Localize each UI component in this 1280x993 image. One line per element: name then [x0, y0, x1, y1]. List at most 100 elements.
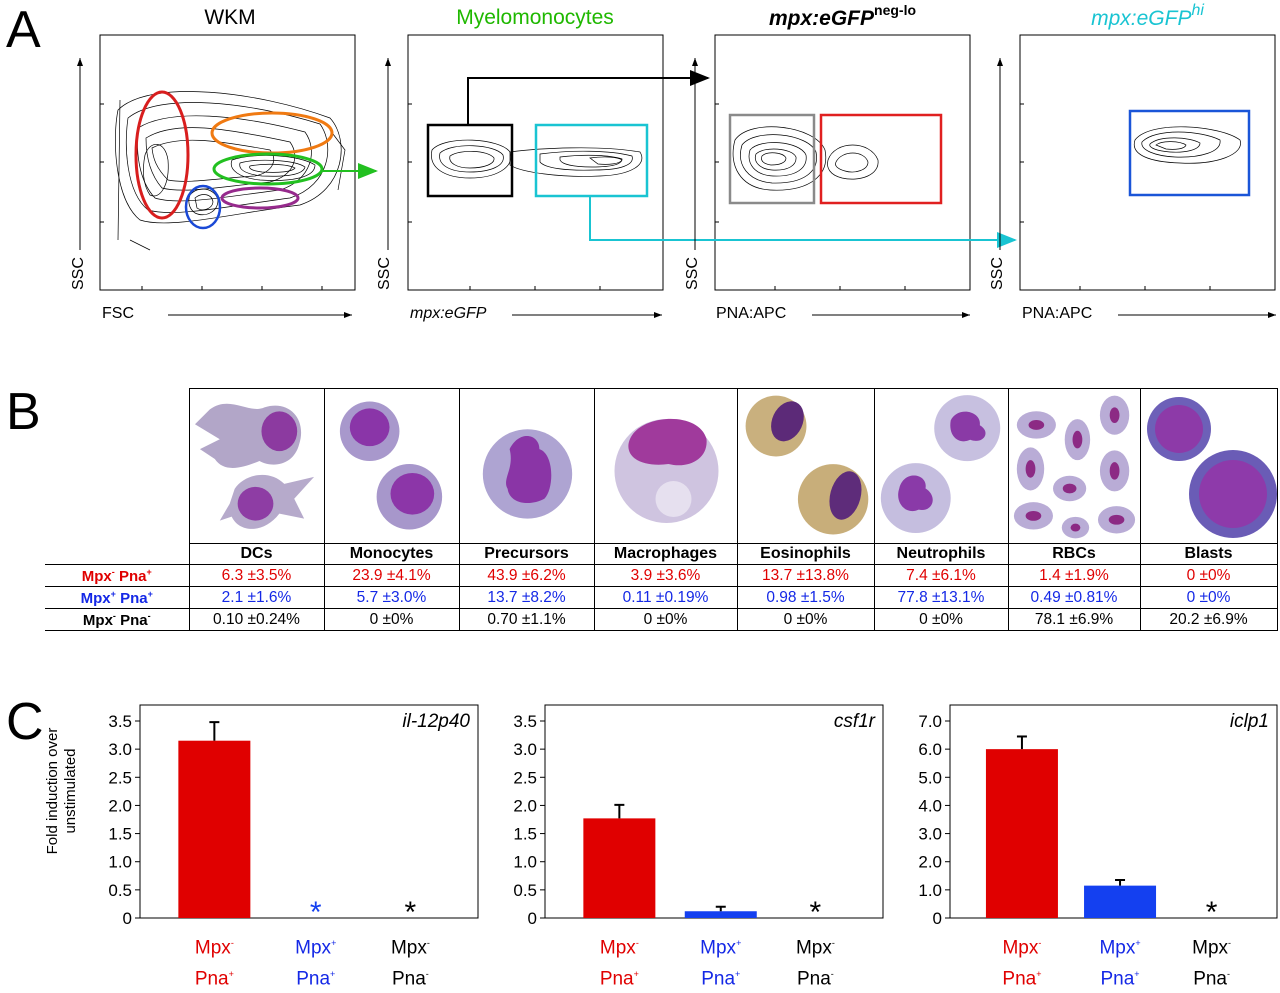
table-cell: 2.1 ±1.6% — [188, 586, 325, 609]
y-tick-label: 4.0 — [918, 796, 942, 815]
hi-contours — [1133, 126, 1241, 164]
flow-plots — [77, 34, 1276, 318]
chart-title: il-12p40 — [402, 711, 470, 732]
table-cell: 0 ±0% — [323, 608, 460, 631]
bar-xlabel: Mpx- Pna+ — [599, 937, 639, 990]
gate-purple — [220, 186, 300, 210]
y-tick-label: 1.5 — [108, 825, 132, 844]
cell-image-neutrophils — [873, 388, 1009, 544]
flow-title-mpx-neg-lo: mpx:eGFPneg-lo — [768, 2, 917, 30]
bar-xlabel: Mpx+ Pna+ — [700, 937, 742, 990]
bar-xlabel: Mpx+ Pna+ — [1099, 937, 1141, 990]
bar — [178, 740, 251, 918]
gate-red-pna — [819, 113, 943, 205]
col-header-eosinophils: Eosinophils — [736, 543, 875, 565]
table-cell: 0.49 ±0.81% — [1007, 586, 1141, 609]
cell-morphology-table: DCs Monocytes Precursors Macrophages Eos… — [45, 388, 1278, 631]
table-row: Mpx- Pna- 0.10 ±0.24% 0 ±0% 0.70 ±1.1% 0… — [45, 608, 1278, 631]
table-cell: 7.4 ±6.1% — [873, 564, 1009, 587]
chart-title: iclp1 — [1230, 711, 1269, 732]
flow-ylabel-ssc-3: SSC — [684, 257, 701, 290]
table-cell: 13.7 ±8.2% — [458, 586, 595, 609]
y-tick-label: 3.0 — [108, 740, 132, 759]
table-cell: 13.7 ±13.8% — [736, 564, 875, 587]
flow-ylabel-ssc-4: SSC — [989, 257, 1006, 290]
y-tick-label: 5.0 — [918, 768, 942, 787]
bar-xlabel: Mpx- Pna- — [795, 937, 835, 990]
table-cell: 0.98 ±1.5% — [736, 586, 875, 609]
y-tick-label: 3.0 — [513, 740, 537, 759]
significance-asterisk: * — [405, 896, 417, 929]
bar — [684, 911, 757, 918]
bar-xlabel: Mpx- Pna+ — [1002, 937, 1042, 990]
gate-red — [134, 90, 190, 220]
table-cell: 0 ±0% — [736, 608, 875, 631]
row-label-mpxpos-pnapos: Mpx+ Pna+ — [45, 586, 190, 609]
significance-asterisk: * — [310, 896, 322, 929]
table-cell: 1.4 ±1.9% — [1007, 564, 1141, 587]
y-tick-label: 3.0 — [918, 825, 942, 844]
table-cell: 78.1 ±6.9% — [1007, 608, 1141, 631]
table-cell: 0.11 ±0.19% — [593, 586, 738, 609]
flow-plot-neglo-frame — [714, 34, 971, 291]
myelo-contours — [431, 139, 643, 179]
flow-xlabel-pna-1: PNA:APC — [716, 305, 787, 322]
table-cell: 0.70 ±1.1% — [458, 608, 595, 631]
y-tick-label: 0 — [123, 909, 132, 928]
bar-xlabel: Mpx- Pna- — [1192, 937, 1232, 990]
table-cell: 0.10 ±0.24% — [188, 608, 325, 631]
flow-xlabel-pna-2: PNA:APC — [1022, 305, 1093, 322]
y-tick-label: 1.5 — [513, 825, 537, 844]
table-cell: 0 ±0% — [873, 608, 1009, 631]
y-tick-label: 1.0 — [513, 853, 537, 872]
y-tick-label: 1.0 — [918, 881, 942, 900]
chart-frame — [139, 704, 479, 919]
cell-image-eosinophils — [736, 388, 875, 544]
bar — [583, 818, 656, 918]
y-tick-label: 0 — [528, 909, 537, 928]
wkm-contours — [115, 91, 346, 251]
panel-label-a: A — [6, 1, 41, 59]
col-header-neutrophils: Neutrophils — [873, 543, 1009, 565]
cell-image-dcs — [188, 388, 325, 544]
bar-charts: 0 0.5 1.0 1.5 2.0 2.5 3.0 3.5 il-12p40 * * 0 0.5 1.0 1… — [108, 704, 1278, 929]
bar — [1084, 885, 1157, 918]
y-tick-label: 2.0 — [513, 796, 537, 815]
gate-blue — [184, 184, 222, 230]
cell-image-rbcs — [1007, 388, 1141, 544]
cell-image-blasts — [1139, 388, 1278, 544]
flow-title-myelomonocytes: Myelomonocytes — [456, 6, 614, 29]
cell-image-monocytes — [323, 388, 460, 544]
table-cell: 77.8 ±13.1% — [873, 586, 1009, 609]
y-tick-label: 2.5 — [108, 768, 132, 787]
table-cell: 0 ±0% — [1139, 564, 1278, 587]
gate-blue-hi — [1128, 109, 1251, 197]
y-tick-label: 2.5 — [513, 768, 537, 787]
flow-xlabel-mpx: mpx:eGFP — [410, 305, 487, 322]
bar-xlabel: Mpx- Pna- — [390, 937, 430, 990]
y-tick-label: 6.0 — [918, 740, 942, 759]
table-cell: 5.7 ±3.0% — [323, 586, 460, 609]
col-header-dcs: DCs — [188, 543, 325, 565]
table-cell: 23.9 ±4.1% — [323, 564, 460, 587]
y-tick-label: 3.5 — [513, 712, 537, 731]
gate-gray — [728, 113, 816, 205]
flow-title-wkm: WKM — [204, 6, 256, 29]
y-tick-label: 2.0 — [918, 853, 942, 872]
gate-green — [212, 152, 324, 186]
table-row: Mpx- Pna+ 6.3 ±3.5% 23.9 ±4.1% 43.9 ±6.2… — [45, 564, 1278, 587]
arrow-black — [467, 70, 710, 125]
col-header-monocytes: Monocytes — [323, 543, 460, 565]
significance-asterisk: * — [810, 896, 822, 929]
arrow-cyan — [589, 196, 1017, 248]
col-header-precursors: Precursors — [458, 543, 595, 565]
bar-xlabel: Mpx+ Pna+ — [295, 937, 337, 990]
flow-xlabel-fsc: FSC — [102, 305, 134, 322]
col-header-rbcs: RBCs — [1007, 543, 1141, 565]
y-tick-label: 3.5 — [108, 712, 132, 731]
table-cell: 0 ±0% — [593, 608, 738, 631]
y-tick-label: 7.0 — [918, 712, 942, 731]
bar-xlabel: Mpx- Pna+ — [194, 937, 234, 990]
flow-plot-hi-frame — [1019, 34, 1276, 291]
flow-ylabel-ssc-2: SSC — [376, 257, 393, 290]
